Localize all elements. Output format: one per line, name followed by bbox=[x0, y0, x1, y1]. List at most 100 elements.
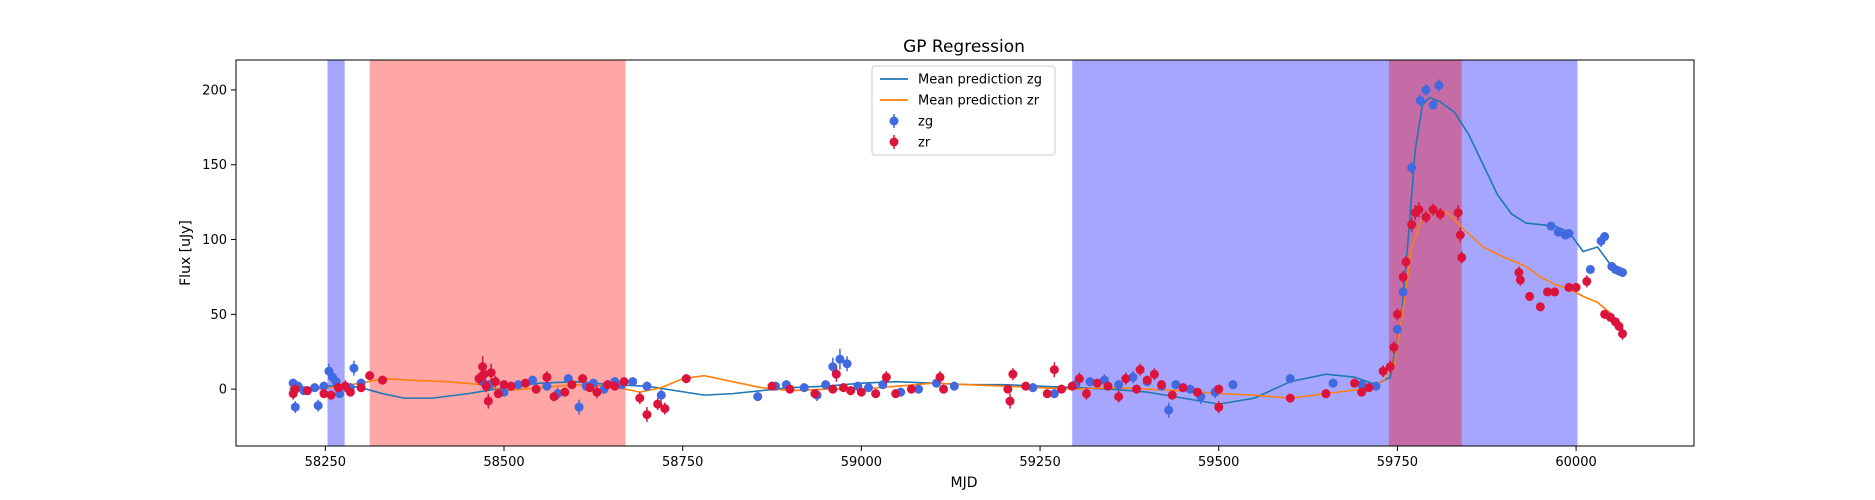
data-point bbox=[1546, 221, 1556, 231]
data-point bbox=[842, 359, 852, 369]
x-tick-label: 60000 bbox=[1555, 455, 1596, 470]
data-point bbox=[1121, 374, 1131, 384]
y-tick-label: 150 bbox=[202, 158, 227, 173]
data-point bbox=[1455, 230, 1465, 240]
data-point bbox=[326, 390, 336, 400]
data-point bbox=[881, 372, 891, 382]
data-point bbox=[856, 387, 866, 397]
data-point bbox=[642, 410, 652, 420]
data-point bbox=[1192, 387, 1202, 397]
data-point bbox=[810, 389, 820, 399]
data-point bbox=[578, 374, 588, 384]
legend-label: Mean prediction zr bbox=[918, 94, 1040, 109]
data-point bbox=[1571, 282, 1581, 292]
x-tick-label: 58750 bbox=[662, 455, 703, 470]
data-point bbox=[1585, 264, 1595, 274]
data-point bbox=[345, 387, 355, 397]
data-point bbox=[1385, 362, 1395, 372]
data-point bbox=[1378, 366, 1388, 376]
data-point bbox=[878, 380, 888, 390]
data-point bbox=[1164, 405, 1174, 415]
data-point bbox=[378, 375, 388, 385]
y-tick-label: 50 bbox=[210, 308, 227, 323]
y-tick-label: 0 bbox=[219, 383, 227, 398]
data-point bbox=[313, 401, 323, 411]
data-point bbox=[1421, 212, 1431, 222]
data-point bbox=[1321, 389, 1331, 399]
data-point bbox=[574, 402, 584, 412]
data-point bbox=[542, 381, 552, 391]
data-point bbox=[1401, 257, 1411, 267]
data-point bbox=[567, 380, 577, 390]
x-tick-label: 59500 bbox=[1198, 455, 1239, 470]
data-point bbox=[1392, 309, 1402, 319]
data-point bbox=[949, 381, 959, 391]
shaded-region bbox=[1461, 60, 1578, 446]
data-point bbox=[1515, 275, 1525, 285]
data-point bbox=[653, 399, 663, 409]
data-point bbox=[1582, 276, 1592, 286]
data-point bbox=[1021, 381, 1031, 391]
data-point bbox=[1542, 287, 1552, 297]
data-point bbox=[1132, 384, 1142, 394]
data-point bbox=[319, 389, 329, 399]
data-points bbox=[288, 79, 1628, 423]
data-point bbox=[1114, 380, 1124, 390]
shaded-region bbox=[327, 60, 345, 446]
chart-title: GP Regression bbox=[903, 37, 1025, 57]
data-point bbox=[1407, 220, 1417, 230]
data-point bbox=[785, 384, 795, 394]
data-point bbox=[1167, 390, 1177, 400]
data-point bbox=[1049, 365, 1059, 375]
data-point bbox=[864, 383, 874, 393]
data-point bbox=[1428, 205, 1438, 215]
data-point bbox=[635, 393, 645, 403]
legend-point-swatch bbox=[889, 137, 899, 147]
data-point bbox=[356, 383, 366, 393]
data-point bbox=[493, 389, 503, 399]
legend-label: zr bbox=[918, 136, 931, 151]
data-point bbox=[1214, 402, 1224, 412]
data-point bbox=[290, 402, 300, 412]
data-point bbox=[828, 384, 838, 394]
data-point bbox=[349, 363, 359, 373]
data-point bbox=[1564, 229, 1574, 239]
data-point bbox=[610, 381, 620, 391]
data-point bbox=[333, 383, 343, 393]
data-point bbox=[531, 384, 541, 394]
data-point bbox=[483, 396, 493, 406]
data-point bbox=[681, 374, 691, 384]
x-tick-label: 59000 bbox=[841, 455, 882, 470]
data-point bbox=[1074, 374, 1084, 384]
data-point bbox=[1003, 384, 1013, 394]
data-point bbox=[831, 369, 841, 379]
data-point bbox=[490, 377, 500, 387]
data-point bbox=[1067, 381, 1077, 391]
legend-point-swatch bbox=[889, 116, 899, 126]
data-point bbox=[365, 371, 375, 381]
y-axis-title: Flux [uJy] bbox=[178, 220, 194, 286]
data-point bbox=[914, 384, 924, 394]
data-point bbox=[319, 381, 329, 391]
data-point bbox=[1157, 380, 1167, 390]
data-point bbox=[828, 362, 838, 372]
data-point bbox=[846, 386, 856, 396]
data-point bbox=[1228, 380, 1238, 390]
data-point bbox=[753, 392, 763, 402]
data-point bbox=[506, 381, 516, 391]
data-point bbox=[1514, 267, 1524, 277]
data-point bbox=[549, 392, 559, 402]
x-tick-label: 59750 bbox=[1377, 455, 1418, 470]
data-point bbox=[939, 384, 949, 394]
data-point bbox=[1056, 384, 1066, 394]
data-point bbox=[481, 381, 491, 391]
data-point bbox=[1128, 372, 1138, 382]
y-tick-label: 200 bbox=[202, 83, 227, 98]
data-point bbox=[1550, 287, 1560, 297]
data-point bbox=[1171, 380, 1181, 390]
data-point bbox=[1398, 287, 1408, 297]
data-point bbox=[1614, 321, 1624, 331]
data-point bbox=[1457, 252, 1467, 262]
data-point bbox=[891, 389, 901, 399]
prediction-line bbox=[289, 96, 1623, 405]
